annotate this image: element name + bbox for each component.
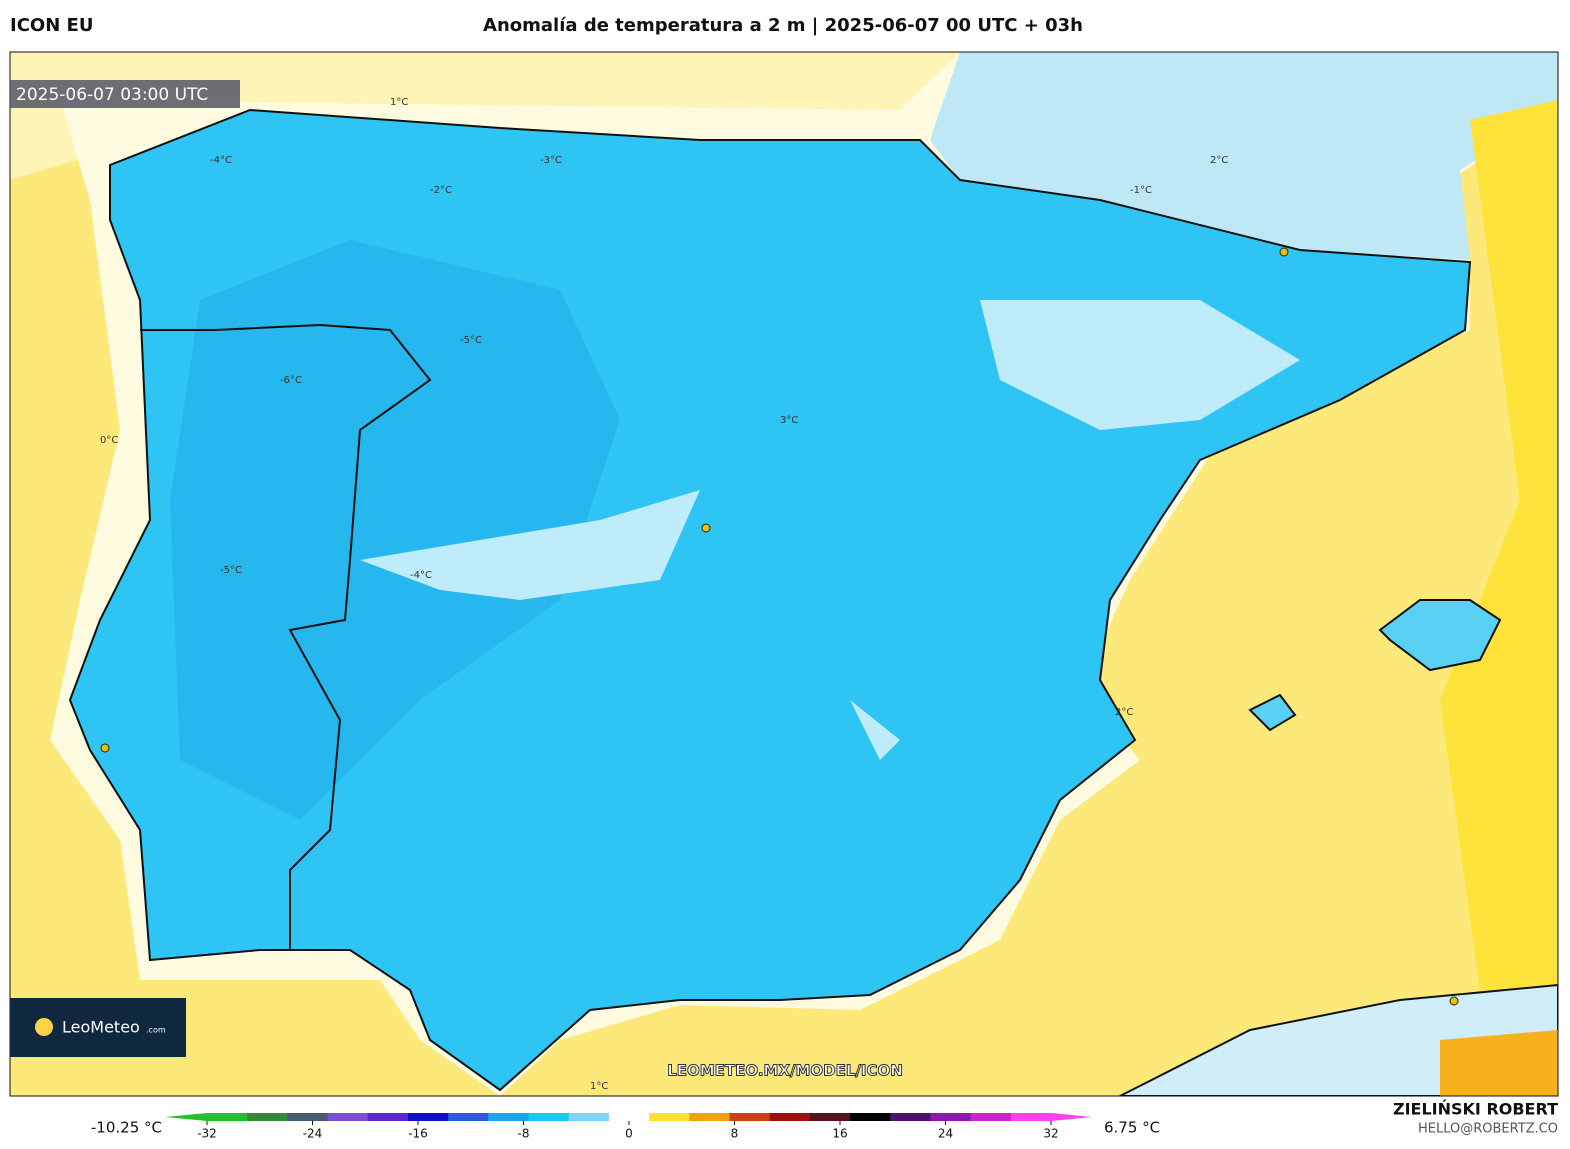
email: HELLO@ROBERTZ.CO [1418,1122,1558,1137]
logo-name: LeoMeteo [62,1018,140,1037]
balearics [1248,599,1502,732]
colorbar-segment [407,1113,449,1121]
colorbar-segment [890,1113,931,1121]
city [701,523,711,533]
colorbar-segment [488,1113,530,1121]
contour-label: 3°C [780,415,798,426]
colorbar-tick-label: 0 [625,1127,633,1141]
colorbar-tick-label: 24 [938,1127,953,1141]
colorbar-arrow [1051,1113,1092,1121]
author: ZIELIŃSKI ROBERT [1393,1100,1558,1119]
contour-label: 1°C [390,97,408,108]
colorbar-segment [850,1113,891,1121]
colorbar-segment [689,1113,730,1121]
colorbar-segment [608,1113,650,1121]
colorbar-segment [729,1113,771,1121]
colorbar-tick-label: -24 [303,1127,323,1141]
contour-label: -4°C [210,155,232,166]
colorbar-segment [568,1113,610,1121]
cold-core [170,240,620,820]
contour-label: 2°C [1210,155,1228,166]
colorbar-segment [1010,1113,1052,1121]
city [1279,247,1289,257]
contour-label: -4°C [410,570,432,581]
colorbar-tick-label: 8 [731,1127,739,1141]
colorbar: -32 -24 -16 -8 0 8 16 24 32 [165,1113,1092,1141]
colorbar-segment [327,1113,369,1121]
colorbar-min: -10.25 °C [91,1119,162,1137]
colorbar-segment [247,1113,288,1121]
colorbar-max: 6.75 °C [1104,1119,1160,1137]
mild-patch [360,300,1300,760]
contour-label: 2°C [1115,707,1133,718]
colorbar-segment [970,1113,1012,1121]
colorbar-segment [930,1113,972,1121]
city [1449,996,1459,1006]
watermark: LEOMETEO.MX/MODEL/ICON [667,1062,903,1080]
contour-label: -5°C [220,565,242,576]
warm-area [1440,100,1558,1000]
france [930,52,1558,260]
colorbar-segment [769,1113,811,1121]
chart-title: Anomalía de temperatura a 2 m | 2025-06-… [483,15,1083,36]
contour-label: -3°C [540,155,562,166]
contour-label: 1°C [590,1081,608,1092]
map: -4°C -5°C -3°C -6°C -2°C 0°C 1°C 2°C -1°C 3°C -5°C… [10,52,1558,1096]
colorbar-tick-label: -8 [518,1127,530,1141]
colorbar-tick-label: -16 [408,1127,428,1141]
colorbar-segment [649,1113,690,1121]
colorbar-tick-label: -32 [197,1127,217,1141]
contour-label: 0°C [100,435,118,446]
logo-suffix: .com [146,1026,166,1035]
valid-time: 2025-06-07 03:00 UTC [16,85,208,105]
africa-warm [1440,1030,1558,1096]
contour-label: -5°C [460,335,482,346]
colorbar-segment [809,1113,851,1121]
colorbar-tick-label: 32 [1043,1127,1058,1141]
logo-sun [35,1018,53,1036]
border [140,323,432,950]
contour-labels: -4°C -5°C -3°C -6°C -2°C 0°C 1°C 2°C -1°C 3°C -5°C… [100,97,1228,1092]
colorbar-tick-label: 16 [832,1127,847,1141]
time-box [10,80,240,108]
colorbar-segment [287,1113,329,1121]
model-name: ICON EU [10,15,93,36]
colorbar-segment [448,1113,489,1121]
colorbar-segment [367,1113,409,1121]
city [100,743,110,753]
colorbar-segment [207,1113,248,1121]
colorbar-arrow [165,1113,207,1121]
contour-label: -2°C [430,185,452,196]
map-frame [9,51,1559,1097]
contour-label: -6°C [280,375,302,386]
contour-label: -1°C [1130,185,1152,196]
colorbar-segment [528,1113,570,1121]
